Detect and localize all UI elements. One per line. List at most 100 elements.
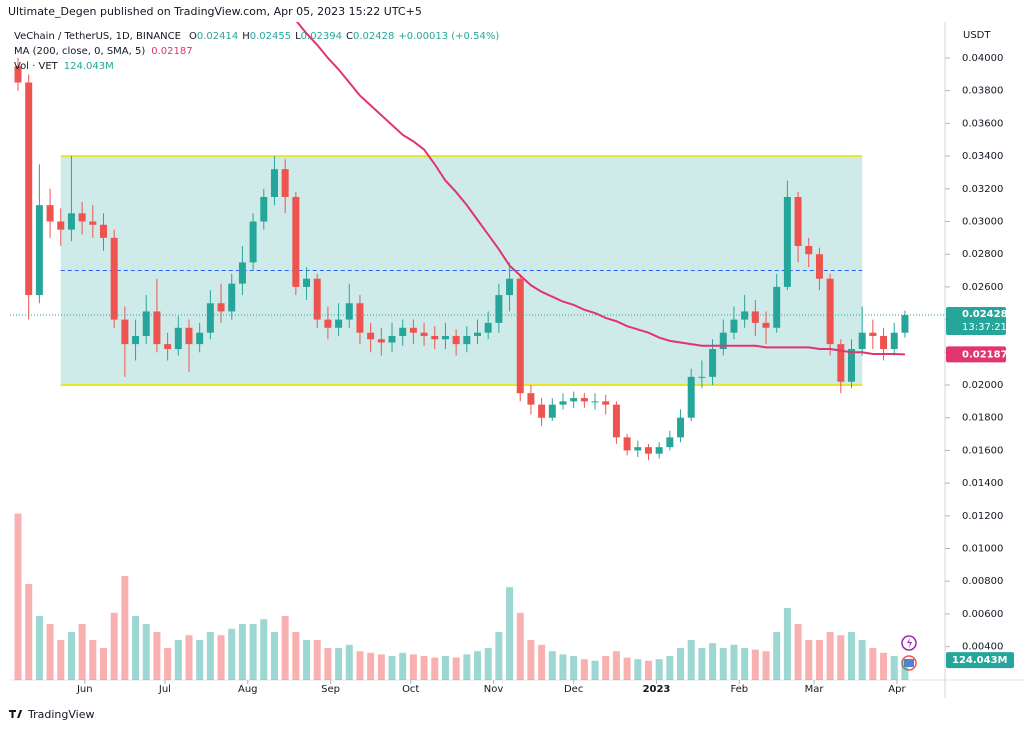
countdown: 13:37:21 — [962, 322, 1007, 333]
candle-body — [153, 311, 161, 345]
volume-bar — [452, 657, 460, 680]
volume-bar — [783, 608, 791, 680]
legend-item: L — [295, 31, 301, 42]
candle-body — [506, 278, 514, 296]
candle-body — [206, 303, 214, 333]
candle-body — [623, 437, 631, 451]
y-tick-label: 0.01200 — [962, 511, 1003, 522]
volume-bar — [815, 640, 823, 680]
candle-body — [345, 303, 353, 320]
volume-bar — [644, 660, 652, 680]
x-tick-label: Dec — [564, 684, 583, 695]
volume-bar — [89, 640, 97, 680]
y-tick-label: 0.03600 — [962, 118, 1003, 129]
x-tick-label: Apr — [888, 684, 906, 695]
volume-bar — [174, 640, 182, 680]
volume-bar — [164, 648, 172, 680]
candle-body — [655, 447, 663, 454]
volume-bar — [303, 640, 311, 680]
volume-bar — [698, 648, 706, 680]
volume-bar — [313, 640, 321, 680]
ma-price-box — [946, 346, 1006, 363]
volume-bar — [388, 656, 396, 680]
y-tick-label: 0.02600 — [962, 282, 1003, 293]
event-icons — [901, 635, 917, 671]
candle-body — [516, 278, 524, 394]
legend-item: C — [346, 31, 353, 42]
volume-bar — [420, 656, 428, 680]
candle-body — [805, 246, 813, 255]
candle-body — [399, 327, 407, 336]
candle-body — [281, 169, 289, 197]
candle-body — [858, 332, 866, 350]
volume-bar — [741, 648, 749, 680]
candle-body — [121, 319, 129, 345]
candle-body — [228, 283, 236, 312]
x-tick-label: Nov — [484, 684, 504, 695]
y-tick-label: 0.01600 — [962, 445, 1003, 456]
volume-bar — [548, 651, 556, 680]
candle-body — [484, 322, 492, 333]
y-tick-label: 0.01000 — [962, 544, 1003, 555]
volume-bar — [142, 624, 150, 680]
volume-bar — [153, 632, 161, 680]
candle-body — [35, 205, 43, 296]
plot-area — [14, 22, 909, 680]
x-tick-label: Jun — [76, 684, 93, 695]
candle-body — [474, 332, 481, 336]
legend-item: VeChain / TetherUS, 1D, BINANCE — [14, 31, 181, 42]
candle-body — [185, 327, 193, 345]
candle-body — [132, 335, 140, 345]
candle-body — [698, 376, 706, 378]
candle-body — [762, 322, 770, 328]
volume-bar — [196, 640, 204, 680]
header: Ultimate_Degen published on TradingView.… — [8, 5, 422, 18]
legend-item: 0.02187 — [151, 46, 192, 57]
candle-body — [420, 332, 428, 336]
legend-volume: Vol · VET 124.043M — [14, 61, 114, 72]
candle-body — [441, 335, 449, 340]
volume-bar — [666, 656, 674, 680]
candle-body — [78, 213, 86, 222]
volume-box — [946, 652, 1014, 669]
candle-body — [367, 332, 375, 340]
legend-item: 0.02428 — [353, 31, 394, 42]
volume-bar — [730, 644, 738, 680]
volume-bar — [78, 624, 86, 680]
candle-body — [249, 221, 257, 263]
volume-label: 124.043M — [952, 655, 1008, 666]
legend-item: 0.02455 — [250, 31, 291, 42]
volume-bar — [431, 657, 439, 680]
volume-bar — [580, 659, 588, 680]
candle-body — [270, 169, 278, 197]
candle-body — [356, 303, 364, 333]
volume-bar — [837, 635, 845, 680]
candle-body — [612, 404, 620, 438]
volume-bar — [634, 659, 642, 680]
volume-bar — [121, 576, 129, 680]
volume-bar — [292, 632, 300, 680]
volume-bar — [527, 640, 535, 680]
x-tick-label: Aug — [238, 684, 258, 695]
last-price-box — [946, 307, 1006, 336]
volume-bar — [46, 624, 54, 680]
volume-bar — [228, 628, 236, 680]
legend-item: O — [189, 31, 197, 42]
candle-body — [313, 278, 321, 320]
candle-body — [826, 278, 834, 345]
x-tick-label: Oct — [402, 684, 419, 695]
candle-body — [292, 196, 300, 287]
candle-body — [580, 398, 588, 402]
volume-bar — [345, 644, 353, 680]
candle-body — [110, 237, 118, 320]
volume-bar — [356, 651, 364, 680]
y-tick-label: 0.03000 — [962, 216, 1003, 227]
volume-bar — [495, 632, 503, 680]
volume-bar — [185, 635, 193, 680]
candle-body — [591, 401, 599, 403]
candle-body — [25, 82, 33, 296]
y-tick-label: 0.03400 — [962, 151, 1003, 162]
ma-line — [295, 22, 905, 356]
candle-body — [527, 393, 535, 405]
